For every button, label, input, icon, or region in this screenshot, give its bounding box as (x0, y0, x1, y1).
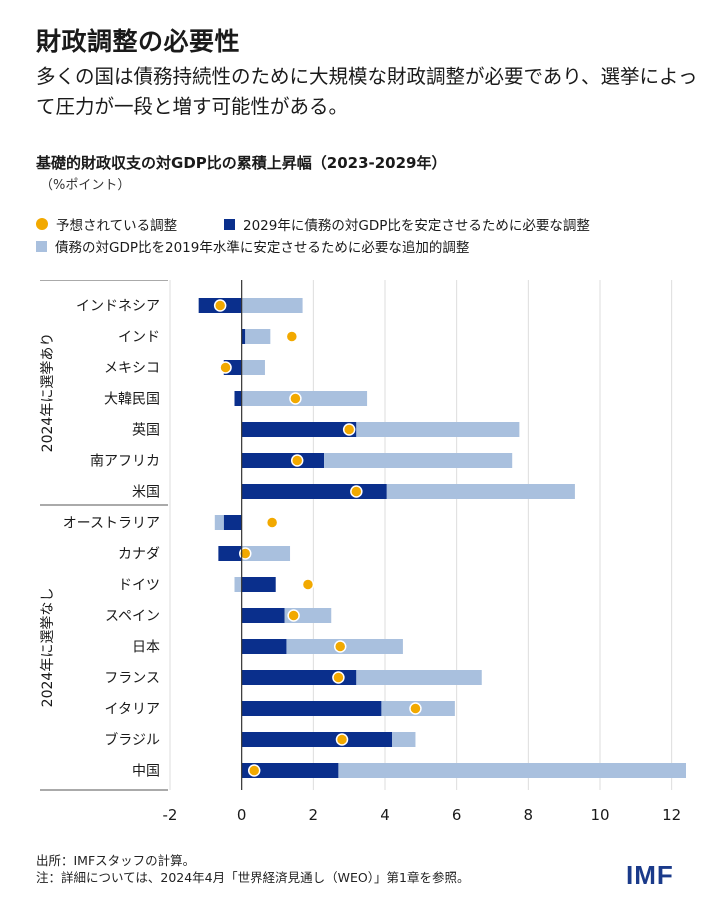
point-projected (285, 330, 299, 343)
page-title: 財政調整の必要性 (36, 27, 241, 56)
point-projected (335, 733, 349, 746)
legend-item-stabilize: 2029年に債務の対GDP比を安定させるために必要な調整 (224, 214, 590, 234)
point-projected (287, 609, 300, 622)
x-tick-label: -2 (163, 806, 178, 824)
x-tick-label: 6 (452, 806, 462, 824)
bar-additional (214, 515, 224, 530)
bar-additional (392, 732, 416, 747)
chart-unit: （%ポイント） (40, 178, 131, 193)
bar-additional (241, 298, 303, 313)
point-projected (350, 485, 363, 498)
bar-additional (356, 422, 520, 437)
legend-item-additional: 債務の対GDP比を2019年水準に安定させるために必要な追加的調整 (36, 236, 469, 256)
point-projected (247, 764, 261, 777)
x-tick-label: 2 (309, 806, 319, 824)
x-tick-label: 0 (237, 806, 247, 824)
category-label: 英国 (132, 422, 160, 439)
legend-label-projected: 予想されている調整 (56, 218, 178, 234)
bar-additional (245, 329, 271, 344)
point-projected (289, 392, 302, 405)
point-projected (333, 640, 347, 653)
category-label: イタリア (105, 702, 160, 718)
bar-stabilize (241, 701, 382, 716)
detail-note: 注：詳細については、2024年4月「世界経済見通し（WEO）」第1章を参照。 (36, 870, 470, 885)
bar-additional (386, 484, 575, 499)
category-label: カナダ (118, 547, 160, 563)
point-projected (213, 299, 227, 312)
point-projected (342, 423, 356, 436)
point-projected (301, 578, 315, 591)
group-label: 2024年に選挙なし (40, 588, 56, 708)
source-note: 出所：IMFスタッフの計算。 (36, 853, 196, 868)
bar-chart: インドネシアインドメキシコ大韓民国英国南アフリカ米国オーストラリアカナダドイツス… (40, 280, 686, 824)
category-label: 日本 (132, 640, 160, 656)
bar-stabilize (241, 329, 246, 344)
category-label: 中国 (132, 764, 160, 780)
bar-additional (356, 670, 482, 685)
bar-stabilize (241, 670, 357, 685)
x-tick-label: 10 (590, 806, 609, 824)
category-label: ブラジル (104, 732, 160, 749)
category-label: フランス (104, 671, 160, 687)
point-projected (409, 702, 422, 715)
bar-stabilize (241, 577, 276, 592)
bar-additional (241, 391, 368, 406)
imf-logo: IMF (626, 860, 674, 890)
point-projected (219, 361, 232, 374)
category-label: 米国 (132, 485, 160, 501)
x-tick-label: 4 (380, 806, 390, 824)
bar-stabilize (241, 608, 285, 623)
legend-square-dark-icon (224, 218, 235, 230)
point-projected (239, 547, 252, 560)
bar-stabilize (241, 732, 393, 747)
bar-additional (234, 577, 242, 592)
legend-item-projected: 予想されている調整 (36, 214, 177, 234)
bar-stabilize (241, 422, 357, 437)
bar-additional (241, 360, 265, 375)
bar-additional (338, 763, 686, 778)
bar-additional (324, 453, 513, 468)
bar-stabilize (241, 453, 325, 468)
bar-stabilize (241, 639, 287, 654)
legend-dot-icon (36, 218, 48, 230)
group-label: 2024年に選挙あり (40, 333, 56, 453)
legend-label-stabilize: 2029年に債務の対GDP比を安定させるために必要な調整 (243, 218, 590, 234)
bar-stabilize (241, 484, 387, 499)
category-label: オーストラリア (63, 516, 160, 532)
category-label: ドイツ (118, 578, 160, 594)
legend-square-light-icon (36, 240, 47, 252)
bar-stabilize (223, 515, 242, 530)
point-projected (265, 516, 279, 529)
x-tick-label: 8 (524, 806, 534, 824)
chart-title: 基礎的財政収支の対GDP比の累積上昇幅（2023-2029年） (36, 154, 447, 172)
category-label: メキシコ (104, 361, 160, 377)
category-label: 大韓民国 (104, 392, 160, 408)
x-tick-label: 12 (662, 806, 681, 824)
point-projected (290, 454, 304, 467)
bar-additional (241, 546, 291, 561)
category-label: インドネシア (76, 299, 160, 315)
page-subtitle: 多くの国は債務持続性のために大規模な財政調整が必要であり、選挙によって圧力が一段… (36, 65, 698, 118)
category-label: インド (118, 330, 160, 346)
point-projected (332, 671, 345, 684)
category-label: 南アフリカ (90, 454, 160, 470)
footer: 出所：IMFスタッフの計算。 注：詳細については、2024年4月「世界経済見通し… (36, 852, 469, 886)
bar-stabilize (234, 391, 242, 406)
legend-label-additional: 債務の対GDP比を2019年水準に安定させるために必要な追加的調整 (55, 240, 470, 256)
bar-stabilize (218, 546, 242, 561)
bar-stabilize (241, 763, 339, 778)
category-label: スペイン (105, 609, 160, 625)
